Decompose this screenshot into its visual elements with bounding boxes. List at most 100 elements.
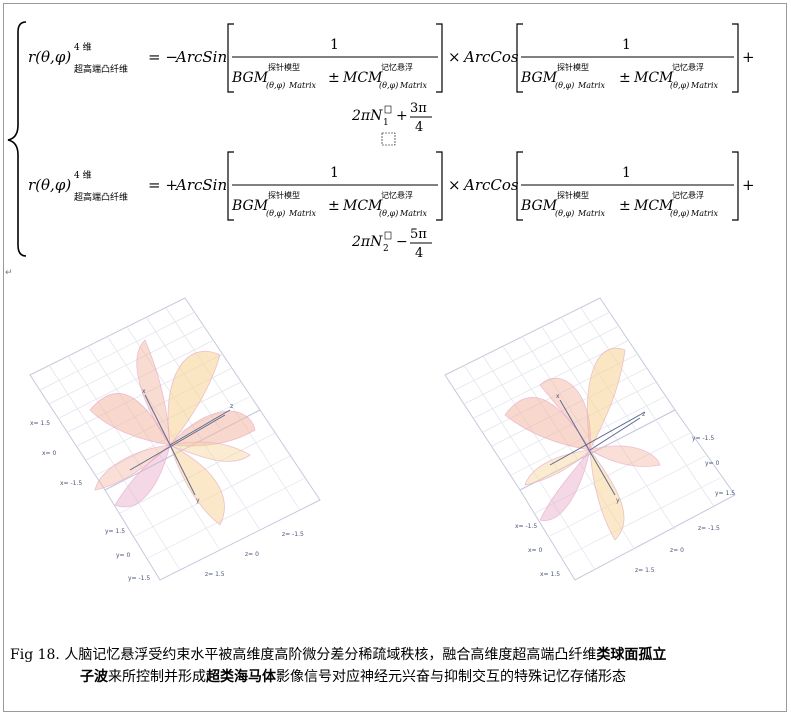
mcm-sub: (θ,φ): [670, 81, 689, 90]
tail-prefix: 2πN: [351, 234, 383, 250]
axis-label: z= 0: [245, 551, 259, 558]
caption-bold-3: 超类海马体: [206, 669, 276, 685]
lhs-superscript: 4 维: [74, 169, 92, 181]
axis-label: x= -1.5: [515, 523, 537, 530]
bgm-term: BGM: [231, 70, 269, 86]
placeholder-box: [381, 132, 396, 146]
bracket-left-1b: [516, 23, 523, 93]
numerator-one: 1: [622, 37, 631, 53]
axis-name-z: z: [230, 403, 233, 410]
lhs-func: r(θ,φ): [28, 48, 71, 66]
axis-label: z= 0: [670, 547, 684, 554]
bgm-matrix: Matrix: [288, 81, 317, 90]
axis-label: x= 0: [528, 547, 542, 554]
bgm-sup: 探针模型: [557, 62, 589, 72]
numerator-one: 1: [330, 165, 339, 181]
caption-text-3: 影像信号对应神经元兴奋与抑制交互的特殊记忆存储形态: [276, 669, 626, 685]
axis-label: z= -1.5: [282, 531, 304, 538]
axis-label: y= 0: [116, 552, 130, 559]
plot-right: y= -1.5 y= 0 y= 1.5 x= -1.5 x= 0 x= 1.5 …: [444, 297, 736, 581]
bgm-matrix: Matrix: [288, 209, 317, 218]
tail-sub: 1: [383, 118, 389, 128]
fiber-surface-left: [89, 339, 256, 526]
axis-label: z= -1.5: [698, 525, 720, 532]
tail-prefix: 2πN: [351, 108, 383, 124]
axis-label: x= 1.5: [30, 420, 50, 427]
bgm-sub: (θ,φ): [555, 209, 574, 218]
axis-label: y= -1.5: [128, 575, 150, 582]
times-sign: ×: [448, 48, 461, 66]
axis-label: y= 0: [705, 460, 719, 467]
axes-right: [549, 399, 646, 496]
mcm-sub: (θ,φ): [379, 81, 398, 90]
arccos-label: ArcCos: [462, 176, 519, 194]
formula-block: r(θ,φ) 4 维 超高端凸纤维 = − ArcSin 1 BGM 探针模型 …: [7, 21, 755, 261]
tail-frac-num: 5π: [410, 227, 427, 242]
placeholder-box: [384, 105, 392, 114]
bracket-left-2b: [516, 151, 523, 221]
mcm-term: MCM: [633, 198, 674, 214]
numerator-one: 1: [622, 165, 631, 181]
bracket-left-1a: [227, 23, 234, 93]
bgm-sup: 探针模型: [557, 190, 589, 200]
caption-bold-1: 类球面孤立: [596, 647, 667, 663]
pm-sign: ±: [328, 198, 340, 214]
caption-text-1: 人脑记忆悬浮受约束水平被高维度高阶微分差分稀疏域秩核，融合高维度超高端凸纤维: [64, 647, 597, 663]
axis-label: y= 1.5: [715, 490, 735, 497]
pm-sign: ±: [328, 70, 340, 86]
tail-frac-den: 4: [415, 120, 423, 135]
axis-name-y: y: [196, 497, 200, 504]
axis-label: z= 1.5: [205, 571, 225, 578]
lhs-subscript: 超高端凸纤维: [74, 191, 128, 203]
plus-end: +: [742, 48, 755, 66]
mcm-matrix: Matrix: [690, 209, 719, 218]
lhs-func: r(θ,φ): [28, 176, 71, 194]
axis-name-z: z: [642, 411, 645, 418]
mcm-matrix: Matrix: [399, 81, 428, 90]
mcm-matrix: Matrix: [690, 81, 719, 90]
fiber-surface-right: [504, 347, 661, 541]
axis-label: x= 1.5: [540, 571, 560, 578]
bgm-matrix: Matrix: [577, 81, 606, 90]
mcm-sup: 记忆悬浮: [672, 62, 704, 72]
bracket-right-2a: [436, 151, 443, 221]
bgm-term: BGM: [231, 198, 269, 214]
axis-name-y: y: [616, 497, 620, 504]
caption-bold-2: 子波: [80, 669, 108, 685]
bgm-term: BGM: [520, 70, 558, 86]
bgm-sup: 探针模型: [268, 190, 300, 200]
mcm-term: MCM: [633, 70, 674, 86]
bracket-left-2a: [227, 151, 234, 221]
bgm-term: BGM: [520, 198, 558, 214]
axis-label: x= 0: [42, 450, 56, 457]
tail-op: −: [396, 234, 408, 250]
tail-frac-num: 3π: [410, 101, 427, 116]
mcm-sub: (θ,φ): [670, 209, 689, 218]
axis-name-x: x: [142, 388, 146, 395]
axis-name-x: x: [556, 393, 560, 400]
plot-left: x= 1.5 x= 0 x= -1.5 y= 1.5 y= 0 y= -1.5 …: [29, 297, 321, 582]
times-sign: ×: [448, 176, 461, 194]
bracket-right-2b: [732, 151, 739, 221]
grid-box-right: [444, 297, 736, 581]
bgm-matrix: Matrix: [577, 209, 606, 218]
mcm-matrix: Matrix: [399, 209, 428, 218]
bracket-right-1a: [436, 23, 443, 93]
numerator-one: 1: [330, 37, 339, 53]
mcm-sup: 记忆悬浮: [381, 190, 413, 200]
bracket-right-1b: [732, 23, 739, 93]
mcm-term: MCM: [342, 70, 383, 86]
axis-label: z= 1.5: [635, 567, 655, 574]
arccos-label: ArcCos: [462, 48, 519, 66]
axis-label: y= -1.5: [692, 435, 714, 442]
equation-1: r(θ,φ) 4 维 超高端凸纤维 = − ArcSin 1 BGM 探针模型 …: [28, 23, 755, 146]
pm-sign: ±: [619, 198, 631, 214]
mcm-sup: 记忆悬浮: [381, 62, 413, 72]
mcm-sub: (θ,φ): [379, 209, 398, 218]
mcm-sup: 记忆悬浮: [672, 190, 704, 200]
figure-frame: [3, 3, 787, 712]
tail-op: +: [396, 108, 408, 124]
axis-label: y= 1.5: [105, 528, 125, 535]
arcsin-label: ArcSin: [174, 48, 227, 66]
paragraph-mark: ↵: [5, 268, 13, 278]
